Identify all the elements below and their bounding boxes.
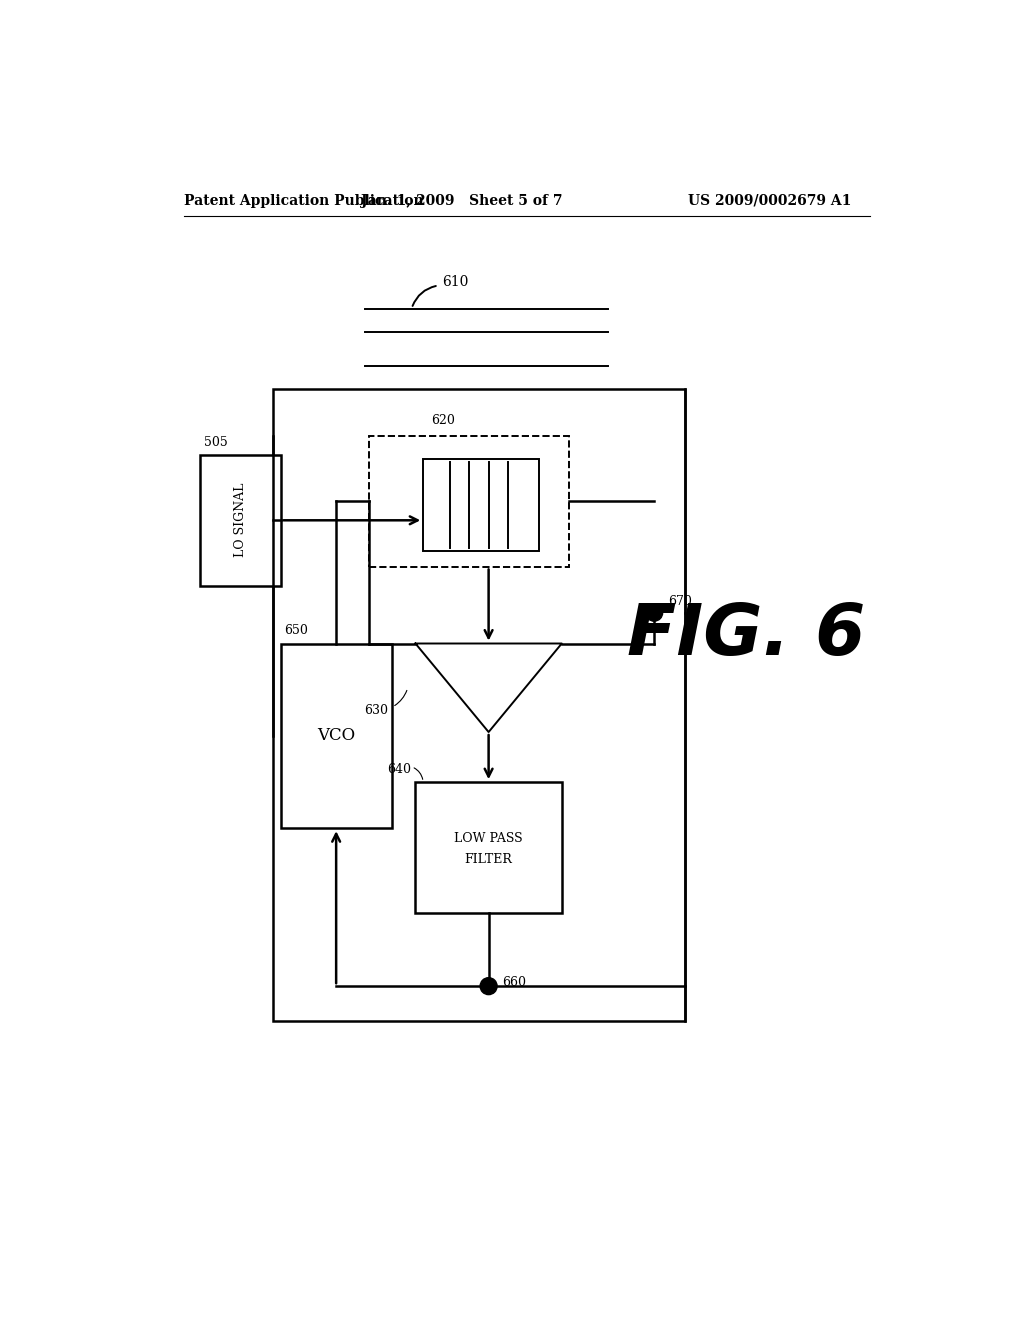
Text: 620: 620 (431, 413, 455, 426)
Bar (281, 644, 392, 829)
Text: FILTER: FILTER (465, 853, 513, 866)
Bar (370, 436, 569, 566)
Bar (200, 455, 281, 586)
Text: US 2009/0002679 A1: US 2009/0002679 A1 (688, 194, 851, 207)
Text: 610: 610 (442, 275, 469, 289)
Circle shape (480, 978, 497, 995)
Text: LOW PASS: LOW PASS (455, 832, 523, 845)
Bar (423, 459, 539, 552)
Text: Jan. 1, 2009   Sheet 5 of 7: Jan. 1, 2009 Sheet 5 of 7 (360, 194, 562, 207)
Text: 630: 630 (365, 705, 388, 717)
Text: 670: 670 (668, 594, 692, 607)
Circle shape (646, 605, 663, 622)
Bar (416, 781, 562, 913)
Text: VCO: VCO (317, 727, 355, 744)
Text: 505: 505 (204, 436, 227, 449)
Text: FIG. 6: FIG. 6 (628, 602, 865, 671)
Text: Patent Application Publication: Patent Application Publication (184, 194, 424, 207)
Text: LO SIGNAL: LO SIGNAL (233, 483, 247, 557)
Text: 660: 660 (503, 975, 526, 989)
Bar (273, 389, 685, 1020)
Text: 640: 640 (388, 763, 412, 776)
Text: 650: 650 (285, 624, 308, 638)
